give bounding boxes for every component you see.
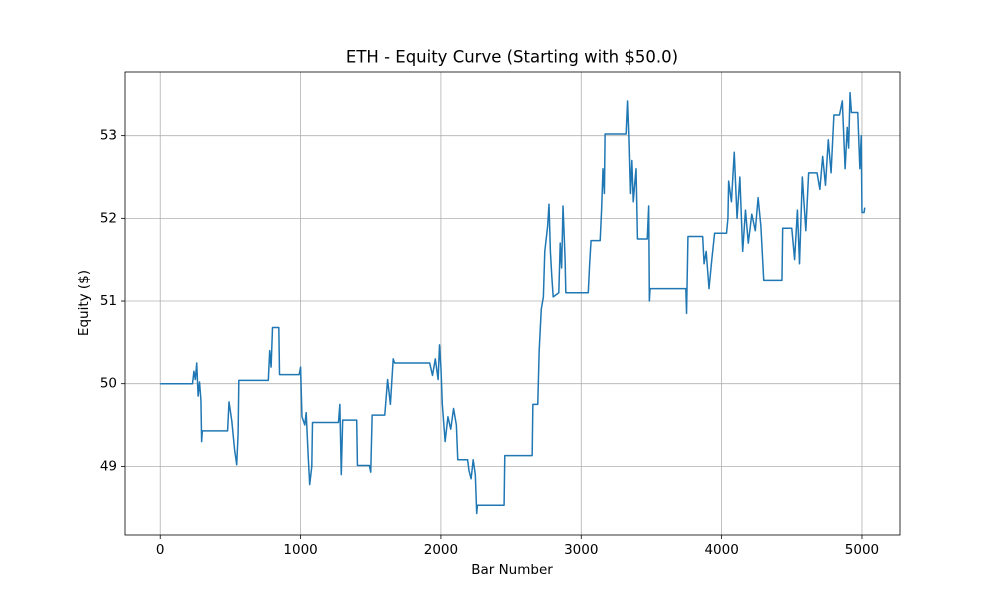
y-tick-label: 53	[100, 128, 117, 144]
x-tick-label: 4000	[704, 542, 738, 558]
y-tick-label: 50	[100, 376, 117, 392]
x-axis-label: Bar Number	[471, 562, 553, 578]
x-tick-label: 0	[156, 542, 165, 558]
plot-frame	[124, 71, 901, 536]
y-tick-label: 52	[100, 210, 117, 226]
chart-title: ETH - Equity Curve (Starting with $50.0)	[346, 48, 678, 67]
equity-line	[160, 91, 866, 515]
y-tick-label: 51	[100, 293, 117, 309]
y-tick-label: 49	[100, 458, 117, 474]
x-tick-label: 2000	[424, 542, 458, 558]
x-tick-label: 3000	[564, 542, 598, 558]
x-tick-label: 5000	[845, 542, 879, 558]
x-tick-label: 1000	[283, 542, 317, 558]
y-axis-label: Equity ($)	[76, 270, 92, 336]
